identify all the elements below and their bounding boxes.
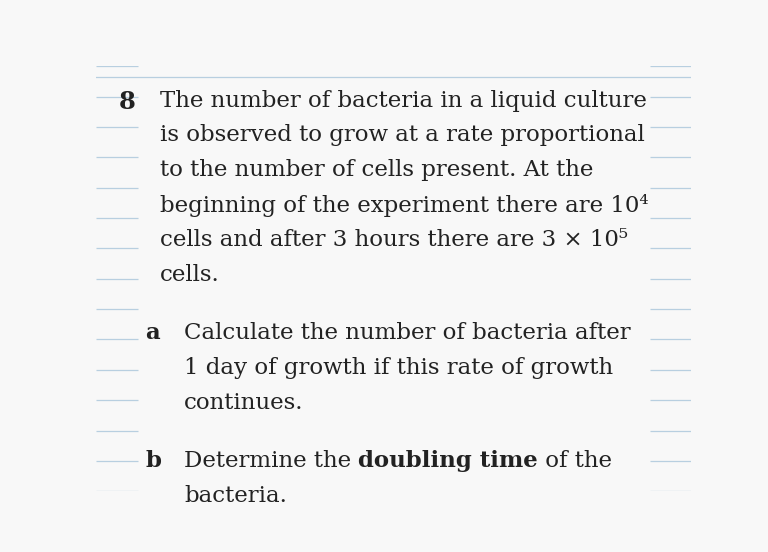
Text: Calculate the number of bacteria after: Calculate the number of bacteria after [184,322,631,344]
Text: Determine the: Determine the [184,450,359,472]
Text: is observed to grow at a rate proportional: is observed to grow at a rate proportion… [161,124,645,146]
Text: to the number of cells present. At the: to the number of cells present. At the [161,160,594,181]
Text: continues.: continues. [184,392,303,414]
Text: b: b [145,450,161,472]
Text: 8: 8 [118,89,135,114]
Text: doubling time: doubling time [359,450,538,472]
Text: The number of bacteria in a liquid culture: The number of bacteria in a liquid cultu… [161,89,647,112]
Text: cells and after 3 hours there are 3 × 10⁵: cells and after 3 hours there are 3 × 10… [161,229,628,251]
Text: beginning of the experiment there are 10⁴: beginning of the experiment there are 10… [161,194,649,217]
Text: of the: of the [538,450,612,472]
Text: 1 day of growth if this rate of growth: 1 day of growth if this rate of growth [184,357,613,379]
Text: cells.: cells. [161,264,220,286]
Text: a: a [145,322,160,344]
Text: bacteria.: bacteria. [184,485,287,507]
